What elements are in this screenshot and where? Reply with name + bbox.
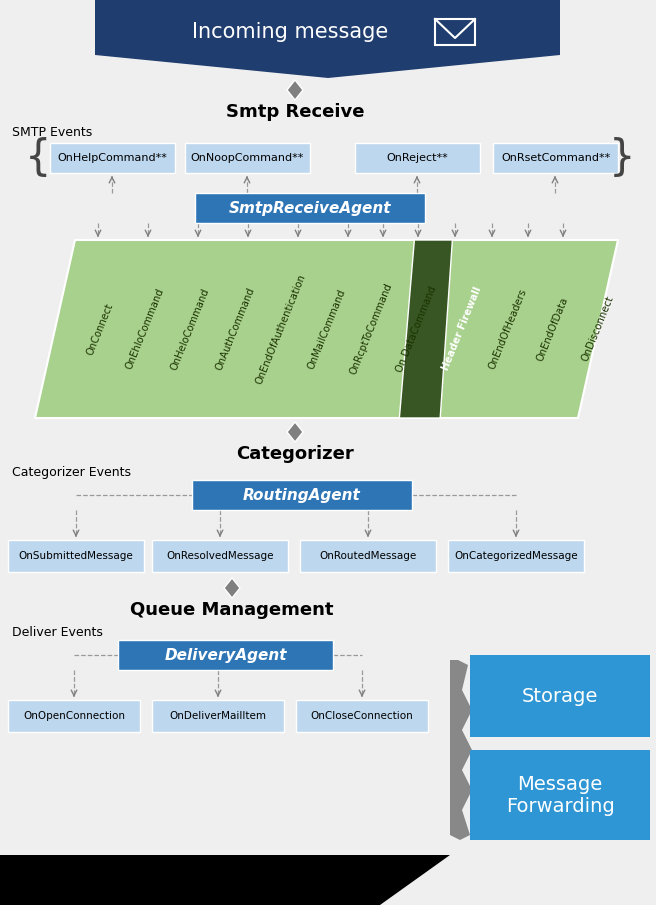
Text: OnConnect: OnConnect bbox=[85, 301, 115, 357]
Text: OnHelpCommand**: OnHelpCommand** bbox=[58, 153, 167, 163]
FancyBboxPatch shape bbox=[493, 143, 618, 173]
Text: OnSubmittedMessage: OnSubmittedMessage bbox=[18, 551, 133, 561]
Text: OnNoopCommand**: OnNoopCommand** bbox=[191, 153, 304, 163]
Polygon shape bbox=[224, 578, 240, 598]
Text: OnRcptToCommand: OnRcptToCommand bbox=[349, 281, 395, 376]
FancyBboxPatch shape bbox=[195, 193, 425, 223]
Text: Message
Forwarding: Message Forwarding bbox=[506, 775, 615, 815]
Text: OnAuthCommand: OnAuthCommand bbox=[215, 286, 257, 372]
Polygon shape bbox=[287, 80, 303, 100]
Text: }: } bbox=[609, 137, 635, 179]
Text: OnDisconnect: OnDisconnect bbox=[581, 295, 616, 363]
Text: OnCloseConnection: OnCloseConnection bbox=[311, 711, 413, 721]
FancyBboxPatch shape bbox=[152, 540, 288, 572]
Text: Header Firewall: Header Firewall bbox=[441, 286, 483, 372]
FancyBboxPatch shape bbox=[118, 640, 333, 670]
Text: Deliver Events: Deliver Events bbox=[12, 625, 103, 639]
Text: OnEndOfAuthentication: OnEndOfAuthentication bbox=[255, 272, 308, 386]
Text: Smtp Receive: Smtp Receive bbox=[226, 103, 364, 121]
FancyBboxPatch shape bbox=[448, 540, 584, 572]
FancyBboxPatch shape bbox=[8, 540, 144, 572]
FancyBboxPatch shape bbox=[470, 750, 650, 840]
Text: OnHeloCommand: OnHeloCommand bbox=[169, 287, 212, 371]
Text: On DataCommand: On DataCommand bbox=[395, 284, 439, 374]
FancyBboxPatch shape bbox=[300, 540, 436, 572]
Polygon shape bbox=[95, 0, 560, 78]
Polygon shape bbox=[287, 422, 303, 442]
Polygon shape bbox=[35, 240, 618, 418]
Text: Categorizer: Categorizer bbox=[236, 445, 354, 463]
FancyBboxPatch shape bbox=[192, 480, 412, 510]
Text: RoutingAgent: RoutingAgent bbox=[243, 488, 361, 502]
Text: OnRsetCommand**: OnRsetCommand** bbox=[501, 153, 610, 163]
Text: OnReject**: OnReject** bbox=[386, 153, 448, 163]
Text: SmtpReceiveAgent: SmtpReceiveAgent bbox=[229, 201, 391, 215]
Text: OnEndOfHeaders: OnEndOfHeaders bbox=[487, 287, 528, 371]
Text: Categorizer Events: Categorizer Events bbox=[12, 465, 131, 479]
Text: OnOpenConnection: OnOpenConnection bbox=[23, 711, 125, 721]
Polygon shape bbox=[450, 660, 472, 840]
Text: DeliveryAgent: DeliveryAgent bbox=[164, 647, 287, 662]
FancyBboxPatch shape bbox=[355, 143, 480, 173]
Text: SMTP Events: SMTP Events bbox=[12, 127, 92, 139]
Text: OnEndOfData: OnEndOfData bbox=[535, 295, 570, 363]
Text: Queue Management: Queue Management bbox=[131, 601, 334, 619]
FancyBboxPatch shape bbox=[296, 700, 428, 732]
Text: OnDeliverMailItem: OnDeliverMailItem bbox=[169, 711, 266, 721]
Polygon shape bbox=[400, 240, 453, 418]
Text: Storage: Storage bbox=[522, 687, 598, 706]
FancyBboxPatch shape bbox=[185, 143, 310, 173]
Text: OnResolvedMessage: OnResolvedMessage bbox=[166, 551, 274, 561]
Text: Incoming message: Incoming message bbox=[192, 22, 388, 42]
FancyBboxPatch shape bbox=[8, 700, 140, 732]
Text: OnEhloCommand: OnEhloCommand bbox=[125, 287, 166, 371]
Text: {: { bbox=[25, 137, 51, 179]
Text: OnCategorizedMessage: OnCategorizedMessage bbox=[454, 551, 578, 561]
FancyBboxPatch shape bbox=[470, 655, 650, 737]
FancyBboxPatch shape bbox=[152, 700, 284, 732]
Text: OnRoutedMessage: OnRoutedMessage bbox=[319, 551, 417, 561]
FancyBboxPatch shape bbox=[50, 143, 175, 173]
Text: OnMailCommand: OnMailCommand bbox=[306, 288, 347, 370]
Polygon shape bbox=[0, 855, 450, 905]
